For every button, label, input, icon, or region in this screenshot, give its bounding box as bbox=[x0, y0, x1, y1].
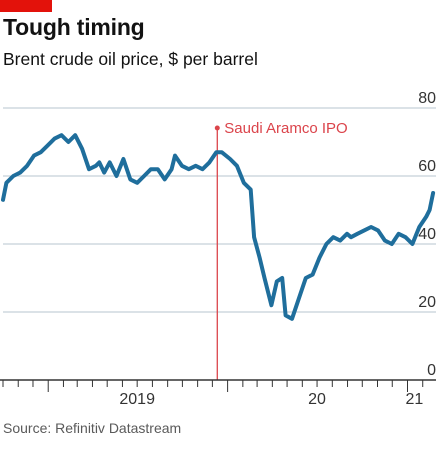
accent-bar bbox=[0, 0, 52, 12]
y-tick-label-40: 40 bbox=[418, 226, 436, 243]
x-tick-label-2019: 2019 bbox=[119, 391, 155, 408]
x-tick-label-20: 20 bbox=[308, 391, 326, 408]
annotation-layer: Saudi Aramco IPO bbox=[214, 120, 348, 380]
x-tick-label-21: 21 bbox=[405, 391, 423, 408]
annotation-marker-0 bbox=[214, 125, 220, 131]
chart-title: Tough timing bbox=[3, 14, 145, 40]
y-tick-label-20: 20 bbox=[418, 294, 436, 311]
x-axis bbox=[0, 379, 436, 392]
y-tick-label-80: 80 bbox=[418, 90, 436, 107]
chart-subtitle: Brent crude oil price, $ per barrel bbox=[3, 49, 258, 69]
y-tick-label-60: 60 bbox=[418, 158, 436, 175]
annotation-label-0: Saudi Aramco IPO bbox=[224, 120, 347, 137]
grid-layer bbox=[3, 107, 436, 313]
series-layer bbox=[1, 133, 436, 321]
source-note: Source: Refinitiv Datastream bbox=[3, 420, 182, 436]
tick-labels: 0 20 40 60 80 2019 20 21 bbox=[119, 90, 436, 408]
series-line-0 bbox=[1, 133, 436, 321]
y-tick-label-0: 0 bbox=[427, 362, 436, 379]
